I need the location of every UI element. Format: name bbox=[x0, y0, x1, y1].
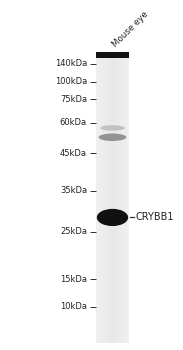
Bar bbox=[128, 52, 129, 343]
Bar bbox=[109, 52, 110, 343]
Ellipse shape bbox=[97, 209, 128, 226]
Text: 60kDa: 60kDa bbox=[60, 118, 87, 127]
Bar bbox=[100, 52, 101, 343]
Text: Mouse eye: Mouse eye bbox=[111, 9, 150, 49]
Ellipse shape bbox=[99, 133, 126, 141]
Bar bbox=[116, 52, 117, 343]
Bar bbox=[125, 52, 126, 343]
Bar bbox=[123, 52, 124, 343]
Bar bbox=[122, 52, 123, 343]
Bar bbox=[105, 52, 106, 343]
Text: CRYBB1: CRYBB1 bbox=[135, 212, 174, 223]
Bar bbox=[106, 52, 107, 343]
Bar bbox=[124, 52, 125, 343]
Bar bbox=[108, 52, 109, 343]
Bar bbox=[101, 52, 102, 343]
Bar bbox=[111, 52, 112, 343]
Bar bbox=[114, 52, 115, 343]
Bar bbox=[119, 52, 120, 343]
Bar bbox=[120, 52, 121, 343]
Bar bbox=[118, 52, 119, 343]
Bar bbox=[104, 52, 105, 343]
Text: 75kDa: 75kDa bbox=[60, 95, 87, 104]
Bar bbox=[117, 52, 118, 343]
Bar bbox=[96, 52, 129, 343]
Bar bbox=[112, 52, 113, 343]
Text: 45kDa: 45kDa bbox=[60, 149, 87, 158]
Text: 140kDa: 140kDa bbox=[55, 59, 87, 68]
Bar bbox=[115, 52, 116, 343]
Ellipse shape bbox=[100, 125, 125, 131]
Bar bbox=[98, 52, 99, 343]
Bar bbox=[113, 52, 114, 343]
Text: 10kDa: 10kDa bbox=[60, 302, 87, 312]
Bar bbox=[97, 52, 98, 343]
Bar bbox=[96, 52, 129, 58]
Bar bbox=[127, 52, 128, 343]
Text: 25kDa: 25kDa bbox=[60, 228, 87, 236]
Bar bbox=[99, 52, 100, 343]
Bar bbox=[96, 52, 97, 343]
Text: 15kDa: 15kDa bbox=[60, 275, 87, 284]
Text: 100kDa: 100kDa bbox=[55, 77, 87, 86]
Bar bbox=[102, 52, 103, 343]
Bar bbox=[103, 52, 104, 343]
Bar bbox=[121, 52, 122, 343]
Bar bbox=[126, 52, 127, 343]
Bar bbox=[110, 52, 111, 343]
Bar bbox=[107, 52, 108, 343]
Text: 35kDa: 35kDa bbox=[60, 187, 87, 195]
